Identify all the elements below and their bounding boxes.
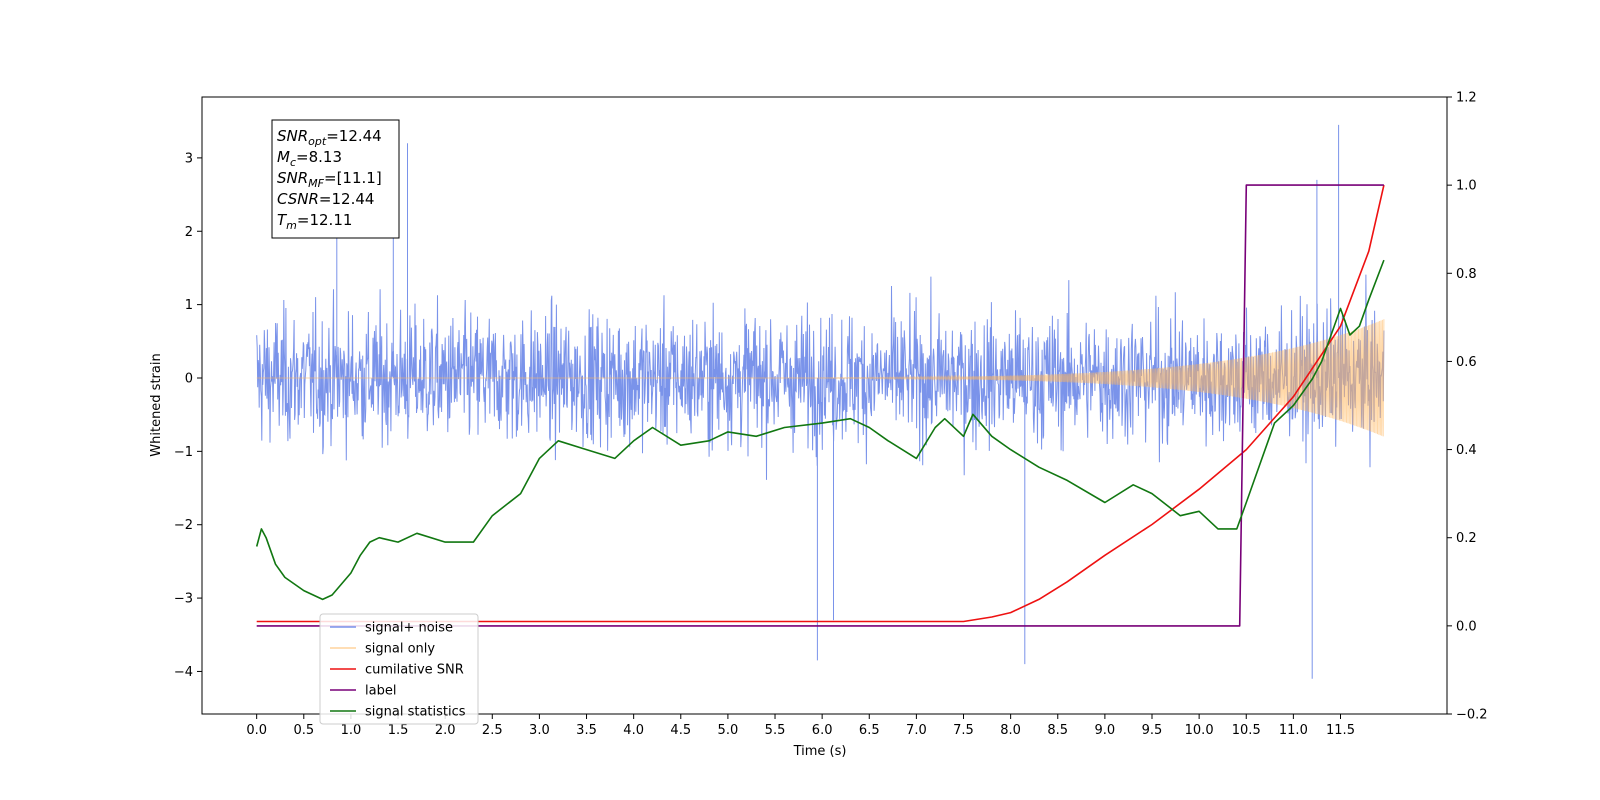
x-tick-label: 7.0 xyxy=(906,723,927,738)
y-tick-label: −4 xyxy=(174,665,193,680)
x-tick-label: 6.0 xyxy=(812,723,833,738)
legend-entry: signal only xyxy=(365,642,435,657)
x-tick-label: 10.0 xyxy=(1185,723,1214,738)
x-tick-label: 9.5 xyxy=(1142,723,1163,738)
x-tick-label: 9.0 xyxy=(1095,723,1116,738)
y2-tick-label: 0.0 xyxy=(1456,619,1477,634)
legend-entry: signal+ noise xyxy=(365,621,453,636)
plot-area xyxy=(255,124,1385,679)
y2-tick-label: 0.2 xyxy=(1456,531,1477,546)
y-axis-label: Whitened strain xyxy=(149,353,164,456)
series-label xyxy=(256,184,1384,627)
y-axis-right: 1.2 1.0 0.8 0.6 0.4 0.2 0.0 −0.2 xyxy=(1447,91,1488,723)
annotation-frame xyxy=(271,119,400,239)
y2-tick-label: 1.0 xyxy=(1456,179,1477,194)
legend-entry: cumilative SNR xyxy=(365,663,464,678)
annotation-line: SNRopt=12.44 xyxy=(277,127,382,148)
series-signal-only xyxy=(256,319,1385,437)
annotation-line: CSNR=12.44 xyxy=(277,190,374,208)
x-tick-label: 2.0 xyxy=(435,723,456,738)
x-tick-label: 0.5 xyxy=(293,723,314,738)
y2-tick-label: −0.2 xyxy=(1456,708,1488,723)
axes-frame xyxy=(201,96,1448,715)
legend-frame xyxy=(319,613,479,725)
y2-tick-label: 0.6 xyxy=(1456,355,1477,370)
x-tick-label: 2.5 xyxy=(482,723,503,738)
annotation-line: Mc=8.13 xyxy=(277,148,342,169)
x-tick-label: 0.0 xyxy=(246,723,267,738)
annotation-line: Tm=12.11 xyxy=(277,211,352,232)
x-tick-label: 11.0 xyxy=(1279,723,1308,738)
y-tick-label: 1 xyxy=(185,298,193,313)
legend-entry: signal statistics xyxy=(365,705,466,720)
x-tick-label: 8.0 xyxy=(1000,723,1021,738)
y-axis-left: 3 2 1 0 −1 −2 −3 −4 xyxy=(174,151,202,680)
x-tick-label: 5.0 xyxy=(718,723,739,738)
x-tick-label: 1.0 xyxy=(341,723,362,738)
annotation-box: SNRopt=12.44Mc=8.13SNRMF=[11.1]CSNR=12.4… xyxy=(271,119,400,239)
legend: signal+ noise signal only cumilative SNR la… xyxy=(319,613,479,725)
x-tick-label: 4.0 xyxy=(623,723,644,738)
y-tick-label: 3 xyxy=(185,151,193,166)
series-signal-noise xyxy=(256,124,1385,679)
y-tick-label: −3 xyxy=(174,592,193,607)
x-axis: 0.0 0.5 1.0 1.5 2.0 2.5 3.0 3.5 4.0 4.5 5.0 5.5 6.0 6… xyxy=(246,714,1355,738)
x-axis-label: Time (s) xyxy=(793,744,847,759)
x-tick-label: 10.5 xyxy=(1232,723,1261,738)
annotation-line: SNRMF=[11.1] xyxy=(277,169,382,190)
y-tick-label: 0 xyxy=(185,371,193,386)
y2-tick-label: 0.8 xyxy=(1456,267,1477,282)
x-tick-label: 11.5 xyxy=(1326,723,1355,738)
series-signal-statistics xyxy=(255,259,1385,601)
x-tick-label: 4.5 xyxy=(670,723,691,738)
x-tick-label: 5.5 xyxy=(765,723,786,738)
y-tick-label: −1 xyxy=(174,445,193,460)
y2-tick-label: 0.4 xyxy=(1456,443,1477,458)
x-tick-label: 8.5 xyxy=(1047,723,1068,738)
y-tick-label: −2 xyxy=(174,518,193,533)
x-tick-label: 1.5 xyxy=(388,723,409,738)
x-tick-label: 6.5 xyxy=(859,723,880,738)
legend-entry: label xyxy=(365,684,396,699)
x-tick-label: 3.0 xyxy=(529,723,550,738)
series-cumulative-snr xyxy=(256,184,1385,623)
y2-tick-label: 1.2 xyxy=(1456,91,1477,106)
x-tick-label: 3.5 xyxy=(576,723,597,738)
x-tick-label: 7.5 xyxy=(953,723,974,738)
y-tick-label: 2 xyxy=(185,225,193,240)
